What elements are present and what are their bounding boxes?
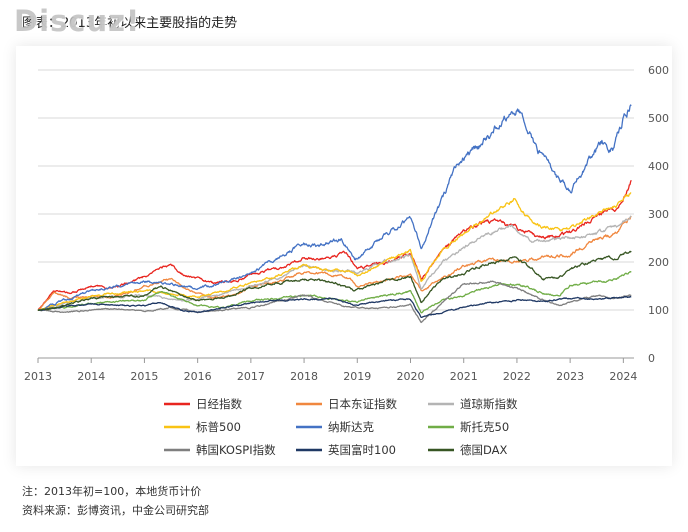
series-line <box>37 215 632 311</box>
grid-lines <box>38 69 634 359</box>
legend-label: 德国DAX <box>460 443 508 457</box>
legend-item: 日本东证指数 <box>296 397 397 411</box>
chart-title: 图表：2013年初以来主要股指的走势 <box>22 16 238 31</box>
source-text: 资料来源：彭博资讯，中金公司研究部 <box>22 504 209 517</box>
x-axis: 2013 2014 2015 2016 2017 2018 2019 2020 2021 2022… <box>24 357 637 383</box>
x-tick-label: 2017 <box>237 370 265 383</box>
legend-item: 韩国KOSPI指数 <box>164 443 276 457</box>
y-tick-label: 200 <box>648 256 669 269</box>
legend-label: 日经指数 <box>196 397 242 411</box>
legend-label: 韩国KOSPI指数 <box>196 443 276 457</box>
note-text: 注：2013年初=100，本地货币计价 <box>22 485 202 498</box>
y-tick-label: 600 <box>648 64 669 77</box>
x-tick-label: 2021 <box>450 370 478 383</box>
x-tick-label: 2016 <box>184 370 212 383</box>
y-tick-label: 500 <box>648 112 669 125</box>
legend-label: 标普500 <box>196 420 241 434</box>
legend-label: 斯托克50 <box>460 420 509 434</box>
legend-item: 道琼斯指数 <box>428 397 518 411</box>
legend-item: 德国DAX <box>428 443 508 457</box>
legend-label: 纳斯达克 <box>328 420 374 434</box>
x-tick-label: 2013 <box>24 370 52 383</box>
x-tick-label: 2022 <box>503 370 531 383</box>
legend-item: 标普500 <box>164 420 241 434</box>
x-tick-label: 2023 <box>556 370 584 383</box>
y-tick-label: 100 <box>648 304 669 317</box>
legend-item: 日经指数 <box>164 397 242 411</box>
y-axis: 0 100 200 300 400 500 600 <box>648 64 669 365</box>
x-tick-label: 2014 <box>77 370 105 383</box>
x-tick-label: 2015 <box>130 370 158 383</box>
series-line <box>37 295 632 319</box>
series-line <box>37 192 632 311</box>
series-layer <box>37 104 632 324</box>
legend-label: 日本东证指数 <box>328 397 397 411</box>
legend-label: 英国富时100 <box>328 443 396 457</box>
x-tick-label: 2018 <box>290 370 318 383</box>
legend-item: 斯托克50 <box>428 420 509 434</box>
y-tick-label: 300 <box>648 208 669 221</box>
notes: 注：2013年初=100，本地货币计价 资料来源：彭博资讯，中金公司研究部 <box>22 482 209 520</box>
series-line <box>37 179 632 311</box>
legend-item: 纳斯达克 <box>296 420 374 434</box>
y-tick-label: 400 <box>648 160 669 173</box>
x-tick-label: 2020 <box>397 370 425 383</box>
x-tick-label: 2019 <box>343 370 371 383</box>
chart-card: 2013 2014 2015 2016 2017 2018 2019 2020 2021 2022… <box>16 46 672 466</box>
legend-item: 英国富时100 <box>296 443 396 457</box>
y-tick-label: 0 <box>648 352 655 365</box>
series-line <box>37 250 632 311</box>
series-line <box>37 215 632 312</box>
series-line <box>37 280 632 324</box>
x-tick-label: 2024 <box>609 370 637 383</box>
legend-label: 道琼斯指数 <box>460 397 518 411</box>
line-chart: 2013 2014 2015 2016 2017 2018 2019 2020 2021 2022… <box>24 64 669 457</box>
series-line <box>37 104 632 311</box>
